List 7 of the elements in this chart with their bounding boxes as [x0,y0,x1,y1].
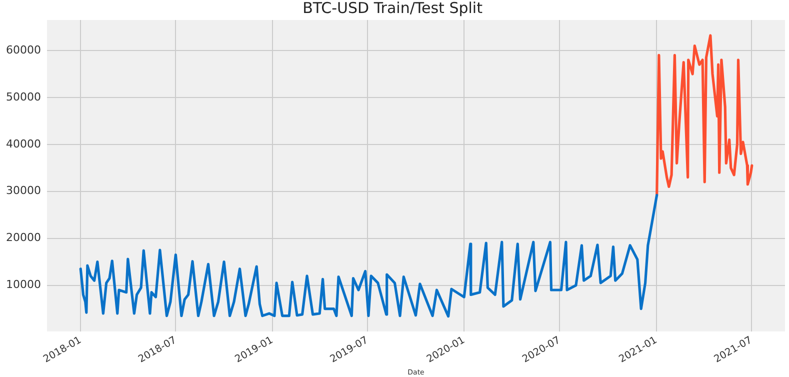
y-tick-label: 10000 [6,278,41,292]
y-tick-label: 30000 [6,184,41,198]
y-tick-label: 40000 [6,137,41,150]
chart-title: BTC-USD Train/Test Split [302,0,483,17]
y-tick-label: 50000 [6,90,41,104]
y-tick-label: 60000 [6,43,41,56]
y-tick-label: 20000 [6,231,41,244]
